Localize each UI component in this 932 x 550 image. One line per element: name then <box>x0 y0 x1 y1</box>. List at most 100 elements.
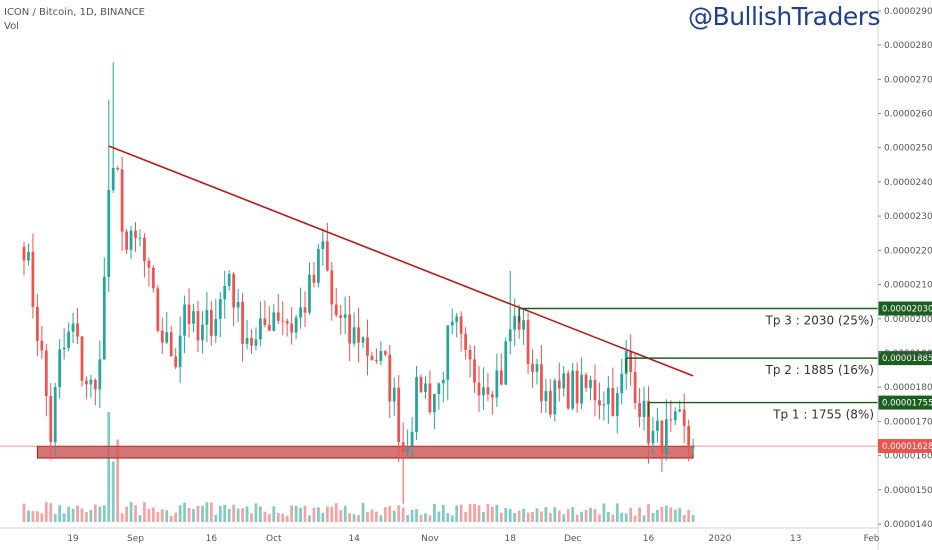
candle-body <box>366 337 369 356</box>
volume-bar <box>348 513 352 522</box>
volume-bar <box>156 512 160 522</box>
candle-body <box>44 350 48 397</box>
volume-bar <box>325 506 329 522</box>
candle-body <box>424 383 427 392</box>
volume-bar <box>138 515 142 522</box>
volume-bar <box>107 412 111 522</box>
volume-bar <box>27 510 30 522</box>
candle-body <box>375 359 378 361</box>
volume-bar <box>125 506 128 522</box>
candle-body <box>664 419 668 455</box>
candle-body <box>85 380 88 385</box>
candle-body <box>317 249 320 283</box>
volume-bar <box>160 509 164 522</box>
volume-bar <box>441 504 445 522</box>
candle-body <box>571 370 575 409</box>
volume-bar <box>535 508 539 522</box>
candle-body <box>522 320 525 330</box>
last-price-badge <box>878 439 932 454</box>
target-label: Tp 2 : 1885 (16%) <box>765 363 874 377</box>
volume-bar <box>35 511 39 522</box>
volume-bar <box>553 507 557 522</box>
volume-bar <box>187 507 191 522</box>
volume-bar <box>392 510 396 522</box>
candle-body <box>201 324 204 341</box>
candle-body <box>477 382 481 396</box>
volume-bar <box>116 439 120 522</box>
candle-body <box>508 329 512 342</box>
candle-body <box>107 190 111 278</box>
volume-bar <box>303 505 307 522</box>
volume-bar <box>687 510 691 522</box>
volume-bar <box>638 507 641 522</box>
candle-body <box>482 387 485 396</box>
volume-bar <box>58 505 62 522</box>
volume-bar <box>62 513 66 522</box>
candle-body <box>348 314 352 344</box>
volume-bar <box>580 511 583 522</box>
volume-bar <box>294 505 298 522</box>
volume-bar <box>482 512 485 522</box>
volume-bar <box>218 506 222 522</box>
candle-body <box>531 363 534 372</box>
candle-body <box>660 420 664 455</box>
volume-bar <box>40 513 44 522</box>
volume-bar <box>330 506 334 522</box>
volume-bar <box>53 514 57 522</box>
candle-body <box>134 230 137 239</box>
candle-body <box>232 274 236 308</box>
volume-bar <box>499 512 503 522</box>
time-axis-label: Sep <box>127 534 144 544</box>
volume-bar <box>410 509 414 522</box>
volume-bar <box>508 508 512 522</box>
candle-body <box>647 400 650 444</box>
candle-body <box>490 394 494 398</box>
candle-body <box>352 327 356 344</box>
volume-bar <box>522 508 525 522</box>
volume-bar <box>468 503 472 522</box>
volume-bar <box>49 503 53 522</box>
volume-bar <box>129 502 133 522</box>
volume-bar <box>593 509 597 522</box>
candle-body <box>40 340 44 351</box>
candle-body <box>450 321 454 326</box>
volume-bar <box>285 515 289 522</box>
candle-body <box>263 318 267 326</box>
candle-body <box>102 277 106 360</box>
candle-body <box>303 307 307 313</box>
volume-bar <box>673 509 677 522</box>
volume-bar <box>178 505 182 522</box>
volume-bar <box>397 505 401 522</box>
candle-body <box>540 364 543 402</box>
candle-body <box>593 379 597 401</box>
volume-bar <box>134 505 137 522</box>
volume-bar <box>437 511 441 522</box>
volume-bar <box>232 504 236 522</box>
candle-body <box>192 311 195 324</box>
candle-body <box>138 237 142 239</box>
volume-bar <box>151 507 155 522</box>
time-axis-label: 16 <box>643 534 655 544</box>
target-price-badge-text: 0.00001755 <box>882 399 932 409</box>
candle-body <box>22 246 26 261</box>
volume-bar <box>473 503 476 522</box>
volume-bar <box>343 505 347 522</box>
candle-body <box>651 430 655 444</box>
volume-bar <box>548 513 552 522</box>
target-price-badge <box>878 301 932 316</box>
candle-body <box>71 323 75 332</box>
volume-bar <box>312 507 316 522</box>
volume-bar <box>642 515 646 522</box>
volume-bar <box>446 513 450 522</box>
volume-bar <box>272 506 276 522</box>
candle-body <box>499 370 503 385</box>
candle-body <box>370 355 374 360</box>
